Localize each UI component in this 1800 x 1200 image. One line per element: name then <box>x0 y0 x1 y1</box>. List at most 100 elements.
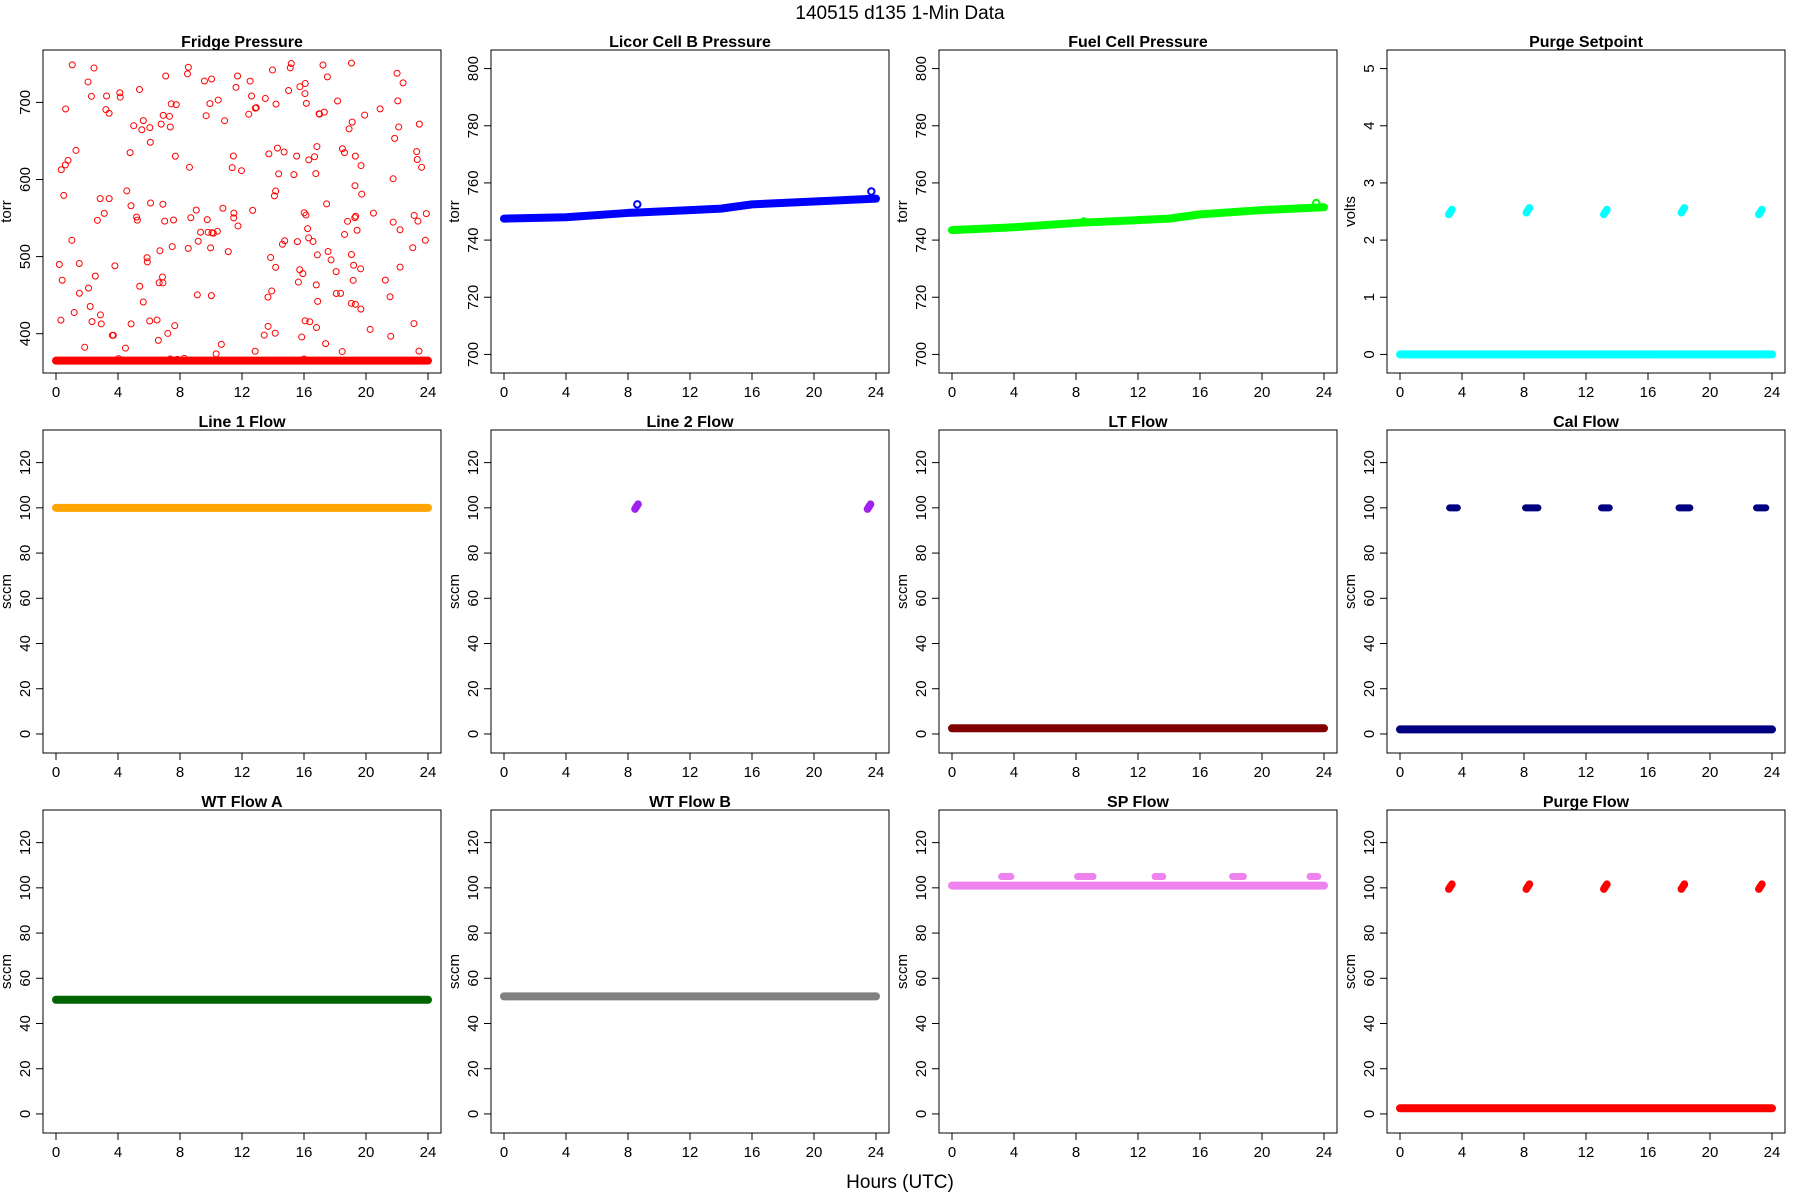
data-point <box>369 209 377 217</box>
y-tick-label: 60 <box>913 970 930 987</box>
x-tick-label: 4 <box>562 764 570 781</box>
outlier-point <box>633 200 642 209</box>
y-axis-label: sccm <box>0 954 15 989</box>
x-tick-label: 8 <box>1072 384 1080 401</box>
cluster-point <box>1680 204 1689 212</box>
y-tick-label: 60 <box>17 970 34 987</box>
outlier-point <box>1312 198 1321 208</box>
x-tick-label: 12 <box>1130 384 1147 401</box>
data-point <box>133 213 141 221</box>
x-tick-label: 4 <box>562 384 570 401</box>
data-point <box>296 83 304 91</box>
data-point <box>351 182 359 190</box>
data-point <box>116 93 124 101</box>
data-point <box>357 305 365 313</box>
y-tick-label: 0 <box>465 730 482 738</box>
data-point <box>387 332 395 340</box>
y-tick-label: 5 <box>1361 64 1378 72</box>
data-point <box>70 309 78 317</box>
outlier-point <box>1079 217 1088 226</box>
data-point <box>171 152 179 160</box>
y-tick-label: 60 <box>1361 590 1378 607</box>
y-tick-label: 500 <box>17 244 34 269</box>
x-tick-label: 12 <box>1130 1144 1147 1161</box>
data-point <box>159 279 167 287</box>
data-point <box>357 162 365 170</box>
data-point <box>214 96 222 104</box>
x-tick-label: 0 <box>1396 384 1404 401</box>
x-tick-label: 20 <box>806 1144 823 1161</box>
x-tick-label: 8 <box>176 1144 184 1161</box>
x-tick-label: 12 <box>1578 384 1595 401</box>
x-tick-label: 0 <box>500 1144 508 1161</box>
data-point <box>349 276 357 284</box>
data-point <box>207 244 215 252</box>
y-tick-label: 40 <box>1361 635 1378 652</box>
data-point <box>348 118 356 126</box>
panel-5: Line 1 Flow 0 4 8 12 16 20 24 0 20 40 60 80 100 120 scc… <box>0 414 442 781</box>
data-point <box>272 187 280 195</box>
data-point <box>381 276 389 284</box>
data-layer <box>1396 880 1776 1113</box>
data-point <box>327 256 335 264</box>
data-point <box>305 156 313 164</box>
cluster-point <box>866 500 875 508</box>
data-point <box>116 89 124 97</box>
x-tick-label: 16 <box>744 384 761 401</box>
y-tick-label: 780 <box>913 113 930 138</box>
y-tick-label: 800 <box>913 56 930 81</box>
series-line <box>500 194 880 223</box>
data-point <box>267 254 275 262</box>
y-tick-label: 60 <box>17 590 34 607</box>
x-tick-label: 16 <box>1192 764 1209 781</box>
x-tick-label: 0 <box>500 384 508 401</box>
data-point <box>285 86 293 94</box>
data-point <box>287 60 295 68</box>
x-tick-label: 0 <box>52 764 60 781</box>
x-tick-label: 20 <box>1702 384 1719 401</box>
x-tick-label: 8 <box>1520 384 1528 401</box>
data-point <box>357 265 365 273</box>
data-point <box>311 153 319 161</box>
x-tick-label: 12 <box>682 764 699 781</box>
data-point <box>414 217 422 225</box>
data-point <box>228 164 236 172</box>
x-tick-label: 24 <box>1764 1144 1781 1161</box>
data-point <box>96 311 104 319</box>
data-point <box>68 61 76 69</box>
y-tick-label: 60 <box>1361 970 1378 987</box>
x-tick-label: 20 <box>1702 1144 1719 1161</box>
x-tick-label: 24 <box>868 764 885 781</box>
data-point <box>136 282 144 290</box>
data-point <box>126 149 134 157</box>
y-tick-label: 740 <box>465 228 482 253</box>
data-point <box>133 216 141 224</box>
y-tick-label: 120 <box>465 450 482 475</box>
data-point <box>62 105 70 113</box>
data-point <box>393 69 401 77</box>
data-point <box>298 333 306 341</box>
y-tick-label: 600 <box>17 167 34 192</box>
data-point <box>165 112 173 120</box>
data-point <box>208 75 216 83</box>
y-tick-label: 120 <box>17 830 34 855</box>
x-tick-label: 12 <box>1578 1144 1595 1161</box>
x-tick-label: 12 <box>234 1144 251 1161</box>
data-point <box>396 263 404 271</box>
data-point <box>87 92 95 100</box>
x-tick-label: 12 <box>234 764 251 781</box>
data-point <box>171 322 179 330</box>
data-point <box>154 336 162 344</box>
x-tick-label: 8 <box>1520 764 1528 781</box>
data-point <box>75 259 83 267</box>
data-point <box>366 325 374 333</box>
x-tick-label: 24 <box>1764 384 1781 401</box>
x-tick-label: 16 <box>1640 1144 1657 1161</box>
data-point <box>300 209 308 217</box>
x-tick-label: 16 <box>1192 384 1209 401</box>
x-tick-label: 8 <box>624 1144 632 1161</box>
data-point <box>84 78 92 86</box>
data-point <box>341 149 349 157</box>
data-point <box>162 72 170 80</box>
